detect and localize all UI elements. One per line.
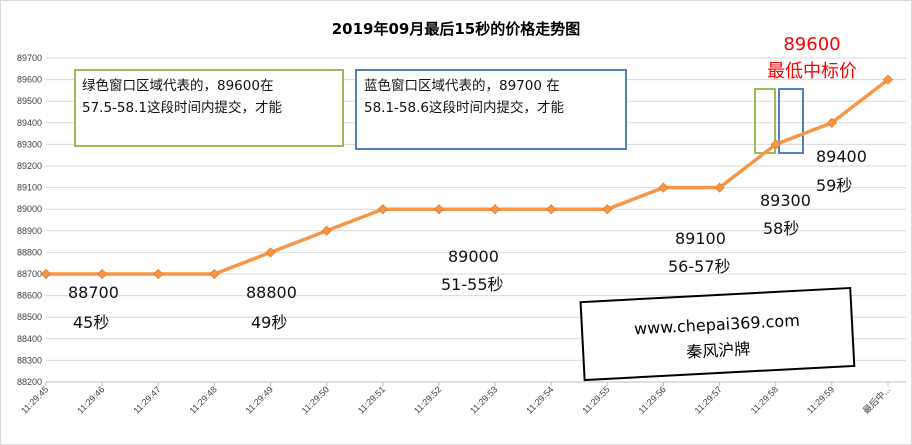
data-point <box>265 247 276 258</box>
data-point <box>377 204 388 215</box>
data-point <box>658 182 669 193</box>
price-series <box>40 74 894 280</box>
chart-title: 2019年09月最后15秒的价格走势图 <box>332 20 581 38</box>
annotation-time-51-55: 51-55秒 <box>441 275 504 294</box>
y-tick-label: 88800 <box>17 247 42 257</box>
y-axis: 88200 88300 88400 88500 88600 88700 88800 88900… <box>17 53 42 387</box>
annotation-price-49: 88800 <box>246 283 297 302</box>
annotation-price-45: 88700 <box>68 283 119 302</box>
y-tick-label: 89200 <box>17 161 42 171</box>
y-tick-label: 88600 <box>17 291 42 301</box>
annotation-price-58: 89300 <box>760 191 811 210</box>
watermark-box: www.chepai369.com 秦风沪牌 <box>579 286 856 382</box>
green-box-line2: 57.5-58.1这段时间内提交，才能 <box>82 99 282 116</box>
annotation-time-56-57: 56-57秒 <box>668 257 731 276</box>
green-window-box: 绿色窗口区域代表的，89600在 57.5-58.1这段时间内提交，才能 <box>74 69 344 147</box>
annotation-time-45: 45秒 <box>73 313 109 332</box>
watermark-name: 秦风沪牌 <box>686 339 751 361</box>
y-tick-label: 88500 <box>17 312 42 322</box>
data-point <box>40 268 52 280</box>
blue-window-box: 蓝色窗口区域代表的，89700 在 58.1-58.6这段时间内提交，才能 <box>355 69 627 150</box>
price-line <box>46 78 890 276</box>
lowest-price-value: 89600 <box>783 34 840 55</box>
data-point <box>153 268 164 280</box>
y-tick-label: 88300 <box>17 355 42 365</box>
data-point <box>602 204 613 215</box>
annotation-price-59: 89400 <box>816 147 867 166</box>
annotation-time-49: 49秒 <box>251 313 287 332</box>
data-point <box>209 268 220 280</box>
blue-box-line1: 蓝色窗口区域代表的，89700 在 <box>364 77 560 94</box>
y-tick-label: 89300 <box>17 139 42 149</box>
data-point <box>770 139 781 150</box>
data-point <box>714 182 725 193</box>
data-point <box>882 74 894 85</box>
lowest-price-label: 最低中标价 <box>767 61 857 82</box>
y-tick-label: 88700 <box>17 269 42 279</box>
y-tick-label: 89600 <box>17 75 42 85</box>
y-tick-label: 89500 <box>17 96 42 106</box>
y-tick-label: 89100 <box>17 183 42 193</box>
blue-box-line2: 58.1-58.6这段时间内提交，才能 <box>364 99 564 116</box>
y-tick-label: 88200 <box>17 377 42 387</box>
data-point <box>321 225 332 236</box>
data-point <box>490 204 501 215</box>
data-point <box>826 117 837 128</box>
blue-window-marker <box>778 88 804 154</box>
y-tick-label: 89000 <box>17 204 42 214</box>
data-point <box>97 268 108 280</box>
green-box-line1: 绿色窗口区域代表的，89600在 <box>82 77 273 94</box>
y-tick-label: 88400 <box>17 334 42 344</box>
y-tick-label: 88900 <box>17 226 42 236</box>
data-point <box>546 204 557 215</box>
data-point <box>433 204 444 215</box>
annotation-time-58: 58秒 <box>763 219 799 238</box>
annotation-price-56-57: 89100 <box>675 229 726 248</box>
annotation-price-51-55: 89000 <box>448 247 499 266</box>
annotation-time-59: 59秒 <box>816 176 852 195</box>
y-tick-label: 89700 <box>17 53 42 63</box>
y-tick-label: 89400 <box>17 118 42 128</box>
